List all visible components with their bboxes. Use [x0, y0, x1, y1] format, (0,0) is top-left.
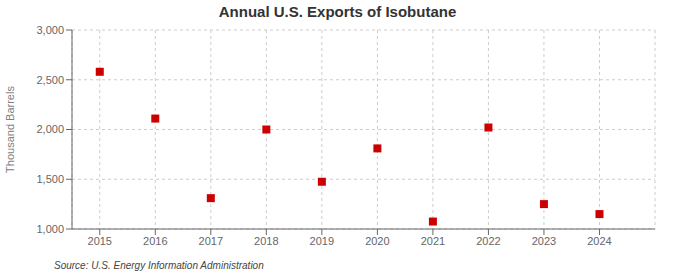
svg-text:2018: 2018	[254, 235, 278, 247]
svg-text:2017: 2017	[199, 235, 223, 247]
svg-text:1,000: 1,000	[36, 223, 64, 235]
svg-text:2015: 2015	[88, 235, 112, 247]
svg-text:2021: 2021	[421, 235, 445, 247]
svg-text:Thousand Barrels: Thousand Barrels	[8, 86, 16, 173]
svg-text:2024: 2024	[587, 235, 611, 247]
svg-text:1,500: 1,500	[36, 173, 64, 185]
html-text:Source: U.S. Energy Informatio: Source: U.S. Energy Information Administ…	[54, 260, 264, 271]
svg-text:2016: 2016	[143, 235, 167, 247]
svg-text:2020: 2020	[365, 235, 389, 247]
svg-text:2019: 2019	[310, 235, 334, 247]
html-text:Annual U.S. Exports of Isobuta: Annual U.S. Exports of Isobutane	[218, 3, 457, 20]
svg-text:2,500: 2,500	[36, 74, 64, 86]
svg-text:2,000: 2,000	[36, 123, 64, 135]
svg-text:2022: 2022	[476, 235, 500, 247]
svg-text:2023: 2023	[532, 235, 556, 247]
svg-text:3,000: 3,000	[36, 24, 64, 36]
